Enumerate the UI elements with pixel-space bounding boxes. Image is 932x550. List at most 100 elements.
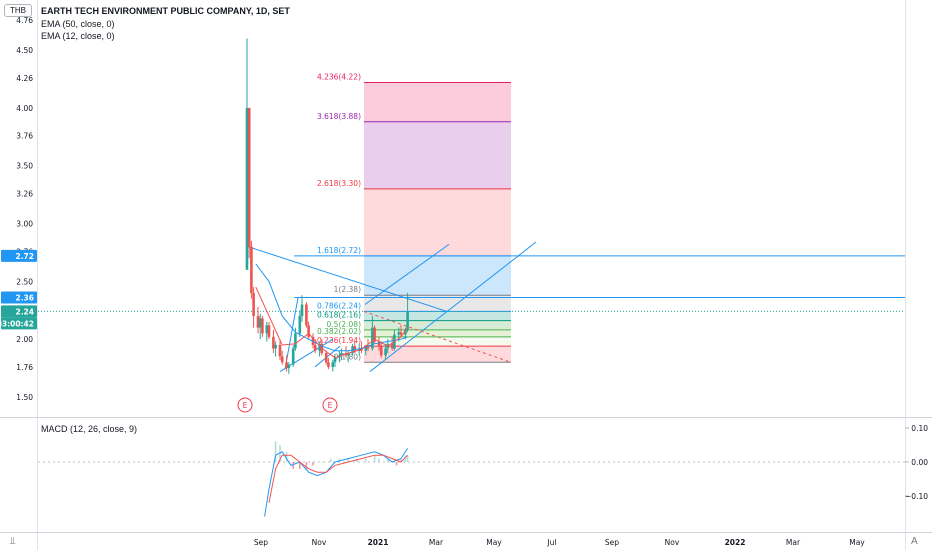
trendline bbox=[364, 243, 450, 305]
price-tick-label: 2.00 bbox=[16, 335, 33, 344]
currency-badge[interactable]: THB bbox=[4, 4, 32, 17]
macd-histogram-bar bbox=[373, 455, 376, 462]
ema12-legend[interactable]: EMA (12, close, 0) bbox=[41, 31, 115, 41]
macd-pane[interactable] bbox=[38, 441, 905, 517]
earnings-marker-label: E bbox=[328, 401, 333, 410]
candle-body bbox=[245, 107, 249, 270]
candle-body bbox=[377, 341, 381, 347]
macd-histogram-bar bbox=[400, 458, 402, 462]
candle-body bbox=[298, 316, 302, 334]
macd-histogram-bar bbox=[406, 455, 409, 462]
macd-legend[interactable]: MACD (12, 26, close, 9) bbox=[41, 424, 138, 434]
macd-histogram-bar bbox=[285, 451, 288, 462]
candlestick-series[interactable] bbox=[245, 38, 409, 374]
macd-histogram-bar bbox=[279, 445, 281, 462]
time-tick-label: 2021 bbox=[368, 538, 389, 547]
candle-body bbox=[261, 318, 264, 334]
earnings-marker bbox=[237, 397, 253, 413]
price-badge-label: 2.24 bbox=[15, 307, 34, 316]
price-tick-label: 2.50 bbox=[16, 277, 33, 286]
macd-tick-label: −0.10 bbox=[905, 492, 928, 501]
candle-body bbox=[294, 333, 297, 349]
fib-level-label: 1(2.38) bbox=[334, 285, 361, 294]
macd-tick-label: 0.10 bbox=[911, 424, 928, 433]
price-tick-label: 4.76 bbox=[16, 16, 33, 25]
price-badge-label: 03:00:42 bbox=[0, 319, 34, 328]
fib-level-label: 0.786(2.24) bbox=[317, 301, 361, 310]
macd-signal-line bbox=[268, 454, 408, 503]
candle-body bbox=[384, 348, 387, 356]
fib-zone bbox=[364, 121, 511, 189]
macd-histogram-bar bbox=[305, 462, 308, 469]
price-tick-label: 3.00 bbox=[16, 220, 33, 229]
candle-body bbox=[278, 344, 282, 357]
candle-body bbox=[324, 353, 328, 363]
candle-body bbox=[287, 364, 291, 369]
candle-body bbox=[313, 344, 317, 351]
ema12-line bbox=[255, 286, 409, 359]
candle-body bbox=[250, 246, 253, 293]
price-badge bbox=[1, 317, 37, 330]
fib-zone bbox=[364, 255, 511, 296]
candle-body bbox=[258, 318, 262, 328]
price-tick-label: 1.76 bbox=[16, 363, 33, 372]
fib-level-label: 0(1.80) bbox=[334, 352, 361, 361]
candle-body bbox=[340, 353, 343, 356]
symbol-title[interactable]: EARTH TECH ENVIRONMENT PUBLIC COMPANY, 1… bbox=[41, 6, 290, 16]
trendline bbox=[247, 246, 448, 312]
fib-level-label: 3.618(3.88) bbox=[317, 112, 361, 121]
time-tick-label: Nov bbox=[665, 538, 680, 547]
candle-body bbox=[390, 343, 394, 349]
fib-level-label: 0.382(2.02) bbox=[317, 327, 361, 336]
macd-histogram-bar bbox=[395, 462, 398, 466]
macd-histogram-bar bbox=[347, 458, 349, 462]
fib-zone bbox=[364, 346, 511, 363]
candle-body bbox=[311, 336, 315, 345]
price-tick-label: 4.26 bbox=[16, 74, 33, 83]
time-tick-label: Mar bbox=[429, 538, 444, 547]
fib-extension-group[interactable]: 4.236(4.22) 3.618(3.88) 2.618(3.30) 1.618(2… bbox=[38, 72, 905, 363]
earnings-marker-label: E bbox=[243, 401, 248, 410]
candle-body bbox=[256, 316, 260, 328]
fib-level-label: 0.236(1.94) bbox=[317, 336, 361, 345]
candle-body bbox=[285, 362, 288, 369]
candle-body bbox=[406, 311, 409, 330]
fib-level-label: 0.5(2.08) bbox=[327, 320, 362, 329]
candle-body bbox=[265, 325, 269, 334]
candle-body bbox=[305, 304, 308, 326]
axes: 4.764.504.264.003.763.503.263.002.762.50… bbox=[0, 16, 928, 547]
time-tick-label: Jul bbox=[546, 538, 556, 547]
tradingview-logo-icon[interactable]: ⫫ bbox=[10, 536, 16, 547]
price-badge-label: 2.72 bbox=[15, 252, 34, 261]
candle-body bbox=[357, 348, 361, 351]
candle-body bbox=[300, 304, 304, 317]
price-badge bbox=[1, 305, 37, 318]
macd-histogram-bar bbox=[404, 455, 407, 462]
trendlines-group[interactable] bbox=[247, 241, 537, 372]
candle-body bbox=[274, 344, 277, 349]
time-tick-label: May bbox=[849, 538, 865, 547]
candle-body bbox=[307, 325, 310, 337]
macd-tick-label: 0.00 bbox=[911, 458, 928, 467]
auto-scale-button[interactable]: A bbox=[911, 536, 918, 547]
candle-body bbox=[267, 325, 271, 337]
price-tick-label: 4.50 bbox=[16, 46, 33, 55]
trendline bbox=[363, 310, 512, 363]
ema50-legend[interactable]: EMA (50, close, 0) bbox=[41, 19, 115, 29]
candle-body bbox=[272, 336, 275, 349]
ema-lines[interactable] bbox=[255, 263, 409, 359]
macd-histogram-bar bbox=[299, 462, 301, 469]
price-badge bbox=[1, 291, 37, 304]
price-tick-label: 3.26 bbox=[16, 189, 33, 198]
candle-body bbox=[353, 346, 357, 351]
fib-level-label: 4.236(4.22) bbox=[317, 72, 361, 81]
candle-body bbox=[327, 362, 330, 367]
candle-body bbox=[397, 332, 401, 335]
time-tick-label: Sep bbox=[605, 538, 619, 547]
fib-level-label: 0.618(2.16) bbox=[317, 311, 361, 320]
candle-body bbox=[399, 332, 403, 335]
price-badge-label: 2.36 bbox=[15, 294, 34, 303]
price-badge bbox=[1, 249, 37, 262]
